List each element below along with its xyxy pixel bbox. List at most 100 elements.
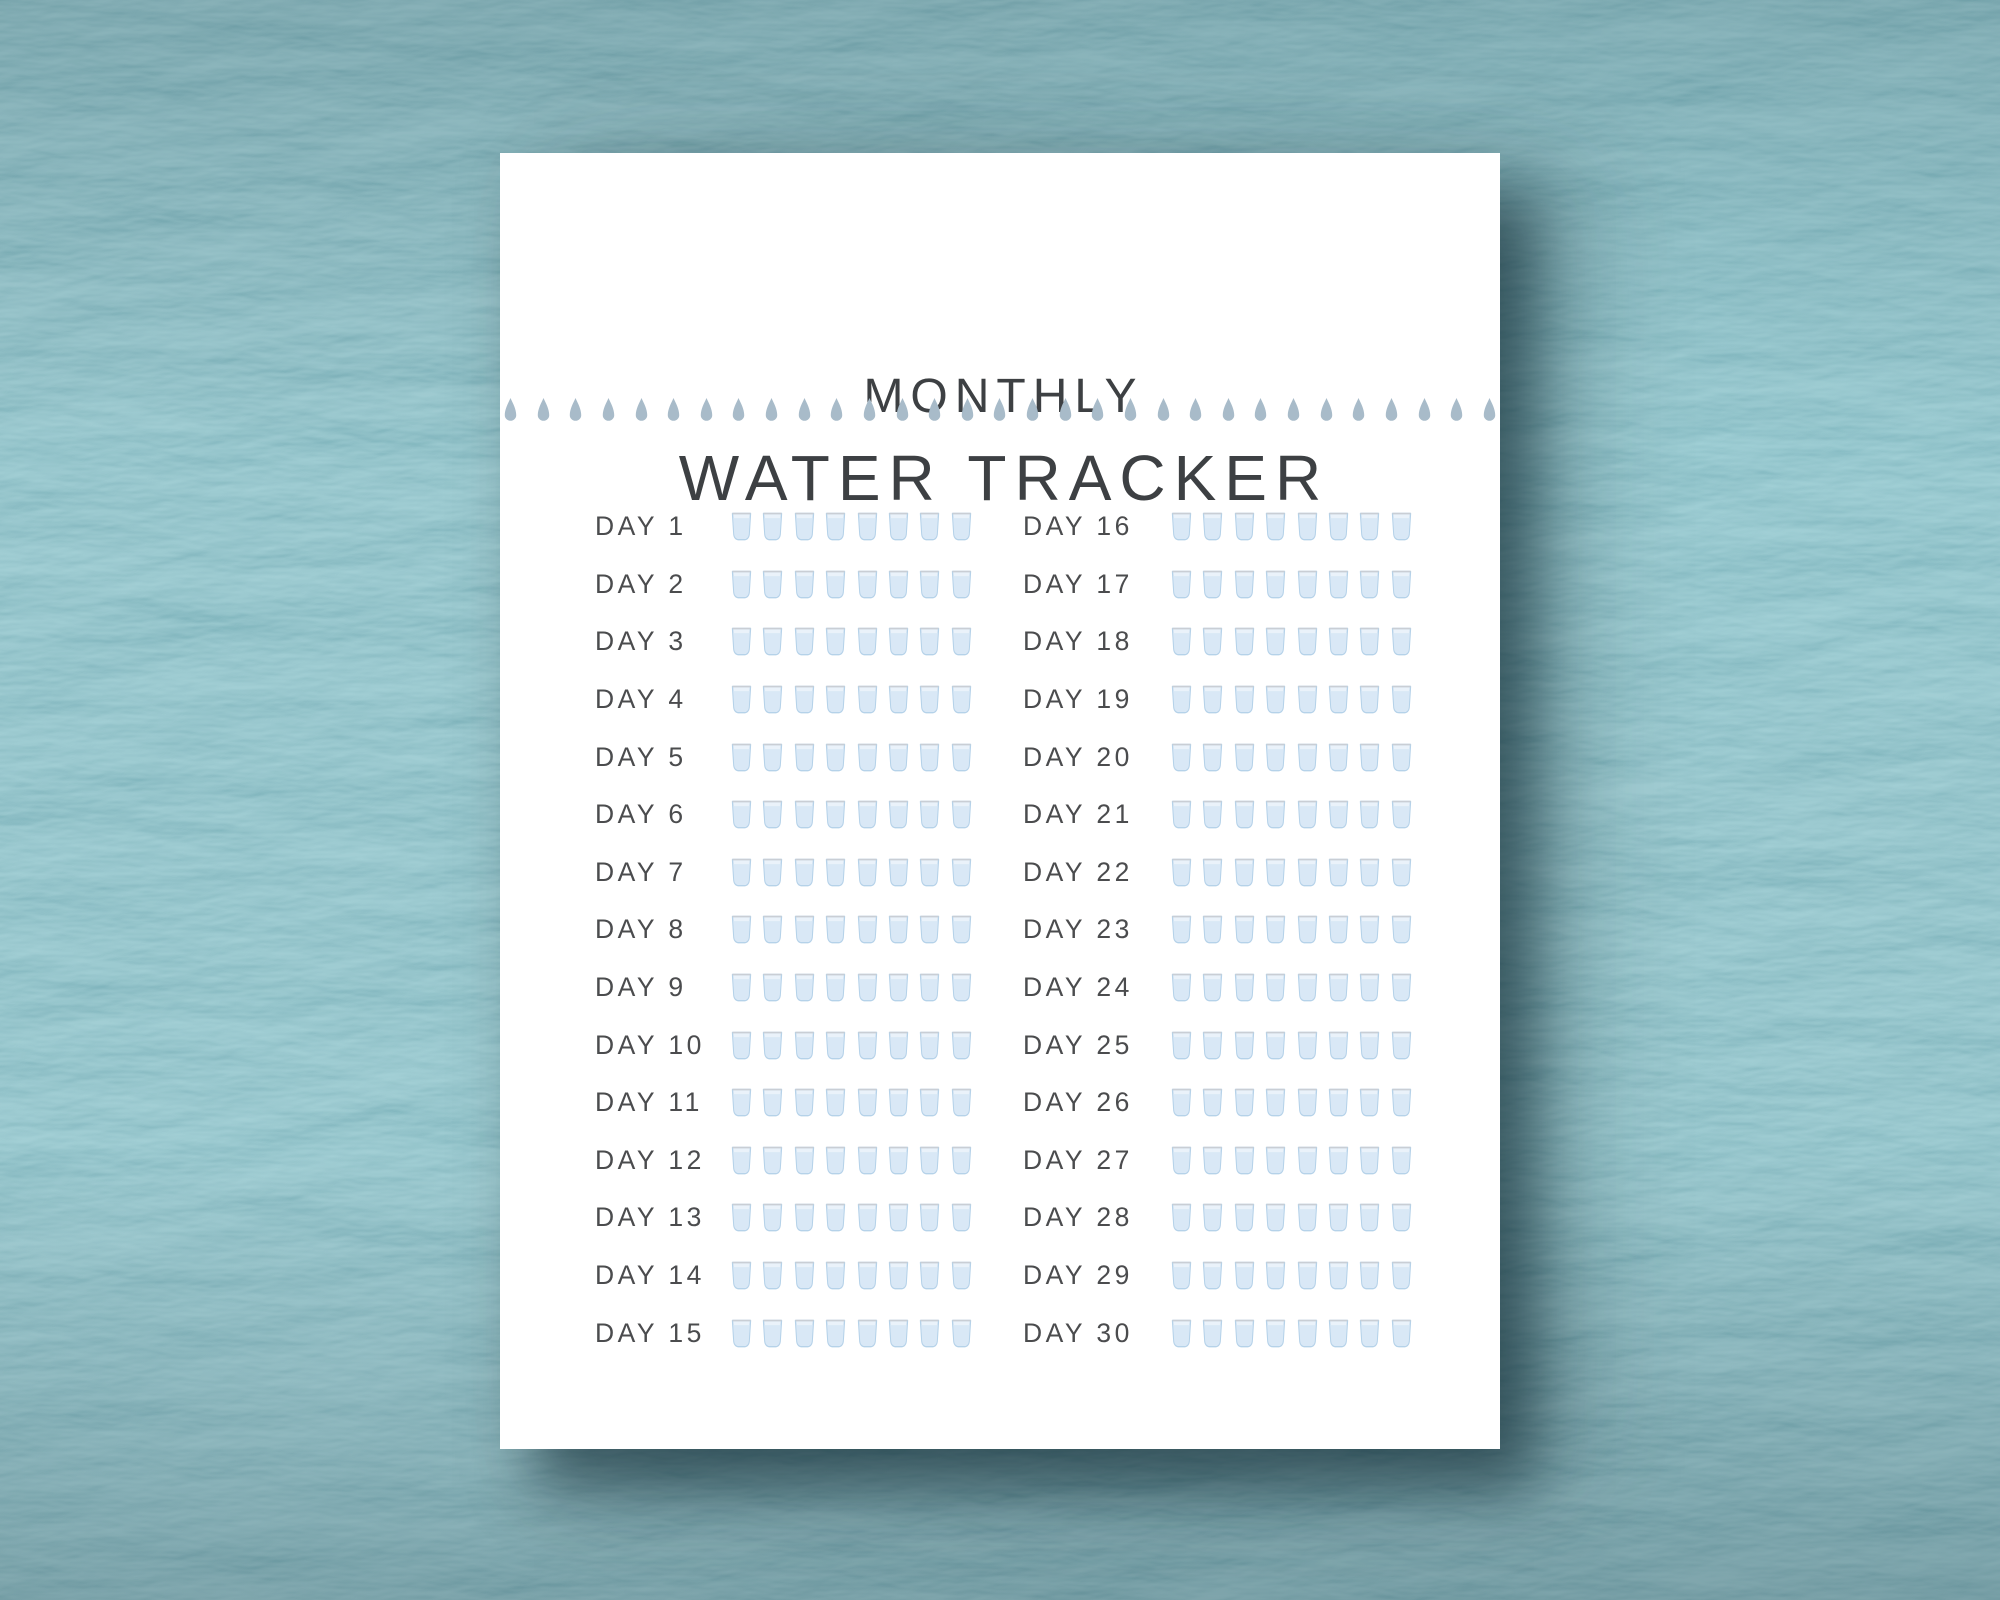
- water-glass-icon: [793, 1261, 816, 1290]
- water-glass-icon: [887, 858, 910, 887]
- day-row: DAY 29: [1023, 1247, 1413, 1305]
- day-row: DAY 26: [1023, 1074, 1413, 1132]
- day-label: DAY 3: [595, 626, 687, 657]
- water-glass-icon: [918, 512, 941, 541]
- water-glass-icon: [793, 627, 816, 656]
- water-glass-icon: [950, 1146, 973, 1175]
- water-drop-icon: [1025, 397, 1040, 426]
- water-glass-icon: [824, 1146, 847, 1175]
- day-label: DAY 26: [1023, 1087, 1133, 1118]
- water-glass-icon: [918, 1031, 941, 1060]
- water-glass-icon: [950, 512, 973, 541]
- water-glass-icon: [1327, 800, 1350, 829]
- water-glass-icon: [824, 1088, 847, 1117]
- water-glass-icon: [730, 973, 753, 1002]
- water-glass-icon: [824, 1203, 847, 1232]
- water-glass-icon: [856, 1319, 879, 1348]
- cups-row: [1170, 915, 1413, 944]
- water-glass-icon: [824, 858, 847, 887]
- cups-row: [730, 1031, 973, 1060]
- day-row: DAY 4: [595, 671, 973, 729]
- water-glass-icon: [1327, 1031, 1350, 1060]
- water-glass-icon: [1358, 915, 1381, 944]
- water-glass-icon: [1170, 627, 1193, 656]
- water-glass-icon: [918, 685, 941, 714]
- water-glass-icon: [1390, 1088, 1413, 1117]
- water-glass-icon: [824, 1031, 847, 1060]
- water-glass-icon: [1390, 1261, 1413, 1290]
- water-drop-icon: [829, 397, 844, 426]
- water-glass-icon: [1390, 1146, 1413, 1175]
- day-label: DAY 15: [595, 1317, 705, 1348]
- water-glass-icon: [1201, 1088, 1224, 1117]
- tracker-sheet: MONTHLY WATER TRACKER DAY 1 DAY 2 DAY 3 DAY…: [500, 153, 1500, 1449]
- day-label: DAY 25: [1023, 1029, 1133, 1060]
- water-glass-icon: [1201, 1203, 1224, 1232]
- water-glass-icon: [887, 512, 910, 541]
- day-label: DAY 8: [595, 914, 687, 945]
- day-label: DAY 18: [1023, 626, 1133, 657]
- water-glass-icon: [1390, 570, 1413, 599]
- water-glass-icon: [950, 858, 973, 887]
- water-glass-icon: [1390, 973, 1413, 1002]
- water-glass-icon: [793, 1146, 816, 1175]
- water-glass-icon: [1264, 973, 1287, 1002]
- cups-row: [730, 1088, 973, 1117]
- water-glass-icon: [856, 1261, 879, 1290]
- cups-row: [730, 1146, 973, 1175]
- water-glass-icon: [1296, 570, 1319, 599]
- water-drop-icon: [1156, 397, 1171, 426]
- water-glass-icon: [761, 1146, 784, 1175]
- water-glass-icon: [1327, 743, 1350, 772]
- water-glass-icon: [1390, 858, 1413, 887]
- water-glass-icon: [1327, 1261, 1350, 1290]
- water-glass-icon: [918, 973, 941, 1002]
- day-row: DAY 9: [595, 959, 973, 1017]
- water-glass-icon: [950, 1031, 973, 1060]
- water-glass-icon: [950, 570, 973, 599]
- water-glass-icon: [856, 627, 879, 656]
- water-glass-icon: [1327, 1146, 1350, 1175]
- water-glass-icon: [1327, 627, 1350, 656]
- water-glass-icon: [824, 973, 847, 1002]
- day-row: DAY 16: [1023, 498, 1413, 556]
- water-glass-icon: [730, 512, 753, 541]
- water-glass-icon: [824, 685, 847, 714]
- water-glass-icon: [1170, 743, 1193, 772]
- water-glass-icon: [1296, 1031, 1319, 1060]
- water-glass-icon: [1233, 973, 1256, 1002]
- cups-row: [730, 973, 973, 1002]
- water-glass-icon: [1358, 570, 1381, 599]
- water-glass-icon: [1201, 858, 1224, 887]
- water-glass-icon: [1327, 1203, 1350, 1232]
- cups-row: [1170, 627, 1413, 656]
- water-glass-icon: [730, 685, 753, 714]
- day-row: DAY 20: [1023, 728, 1413, 786]
- water-glass-icon: [1233, 743, 1256, 772]
- water-glass-icon: [918, 858, 941, 887]
- water-glass-icon: [918, 743, 941, 772]
- water-glass-icon: [824, 627, 847, 656]
- water-glass-icon: [1201, 973, 1224, 1002]
- water-glass-icon: [824, 570, 847, 599]
- water-glass-icon: [730, 800, 753, 829]
- cups-row: [1170, 1088, 1413, 1117]
- water-glass-icon: [1358, 1261, 1381, 1290]
- water-drop-icon: [503, 397, 518, 426]
- water-glass-icon: [887, 800, 910, 829]
- water-glass-icon: [793, 1031, 816, 1060]
- water-glass-icon: [950, 915, 973, 944]
- water-glass-icon: [1233, 570, 1256, 599]
- day-row: DAY 24: [1023, 959, 1413, 1017]
- cups-row: [730, 1319, 973, 1348]
- water-glass-icon: [1264, 570, 1287, 599]
- water-glass-icon: [761, 685, 784, 714]
- water-glass-icon: [950, 1088, 973, 1117]
- water-glass-icon: [1296, 1146, 1319, 1175]
- day-row: DAY 3: [595, 613, 973, 671]
- water-glass-icon: [1296, 858, 1319, 887]
- water-glass-icon: [824, 743, 847, 772]
- water-glass-icon: [793, 685, 816, 714]
- water-glass-icon: [1170, 1088, 1193, 1117]
